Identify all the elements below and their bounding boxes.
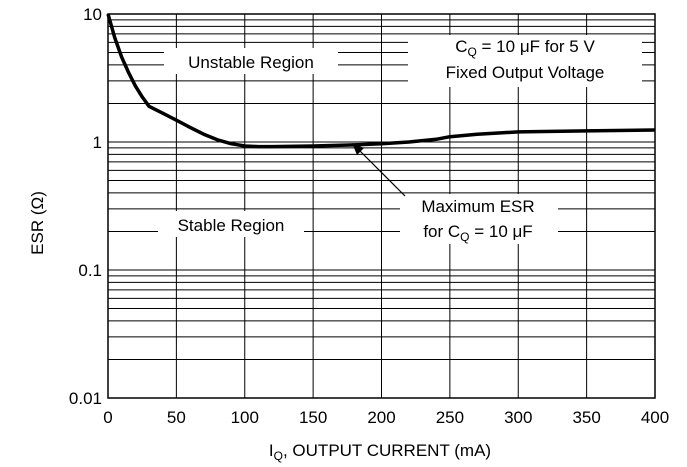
- x-axis-label: IQ, OUTPUT CURRENT (mA): [269, 441, 491, 463]
- unstable-label-bg: [164, 48, 338, 74]
- curve-label-pre: for C: [423, 222, 460, 241]
- x-tick-label: 250: [436, 408, 464, 427]
- curve-label-line-1: Maximum ESR: [421, 197, 534, 216]
- note-cap-post: = 10 μF for 5 V: [477, 37, 596, 56]
- plot-frame: [107, 13, 656, 399]
- x-axis-label-sub: Q: [274, 449, 283, 463]
- x-tick-label: 100: [231, 408, 259, 427]
- unstable-region-label: Unstable Region: [188, 53, 314, 72]
- stable-label-bg: [158, 211, 304, 237]
- annotation-arrow: [355, 146, 406, 197]
- x-axis-label-main: I: [269, 441, 274, 460]
- y-tick-label: 10: [83, 5, 102, 24]
- note-line-1: CQ = 10 μF for 5 V: [455, 37, 595, 59]
- y-tick-label: 0.1: [78, 261, 102, 280]
- x-tick-label: 200: [367, 408, 395, 427]
- note-bg: [408, 35, 642, 87]
- curve-label-bg: [400, 194, 558, 244]
- y-tick-label: 1: [93, 133, 102, 152]
- x-tick-label: 350: [572, 408, 600, 427]
- y-axis-label: ESR (Ω): [28, 191, 47, 255]
- stable-region-label: Stable Region: [178, 216, 285, 235]
- x-axis-label-rest: , OUTPUT CURRENT (mA): [283, 441, 491, 460]
- x-tick-label: 0: [103, 408, 112, 427]
- note-cap-sub: Q: [467, 45, 476, 59]
- x-tick-label: 300: [504, 408, 532, 427]
- x-tick-label: 50: [167, 408, 186, 427]
- curve-label-post: = 10 μF: [470, 222, 533, 241]
- x-tick-label: 150: [299, 408, 327, 427]
- annotation-arrowhead: [352, 143, 364, 155]
- curve-label-sub: Q: [460, 230, 469, 244]
- x-tick-label: 400: [641, 408, 669, 427]
- note-line-2: Fixed Output Voltage: [446, 63, 605, 82]
- curve-label-line-2: for CQ = 10 μF: [423, 222, 532, 244]
- y-tick-label: 0.01: [69, 389, 102, 408]
- x-tick-labels: 0 50 100 150 200 250 300 350 400: [103, 408, 669, 427]
- y-tick-labels: 0.01 0.1 1 10: [69, 5, 102, 408]
- max-esr-curve: [106, 13, 656, 149]
- note-cap-pre: C: [455, 37, 467, 56]
